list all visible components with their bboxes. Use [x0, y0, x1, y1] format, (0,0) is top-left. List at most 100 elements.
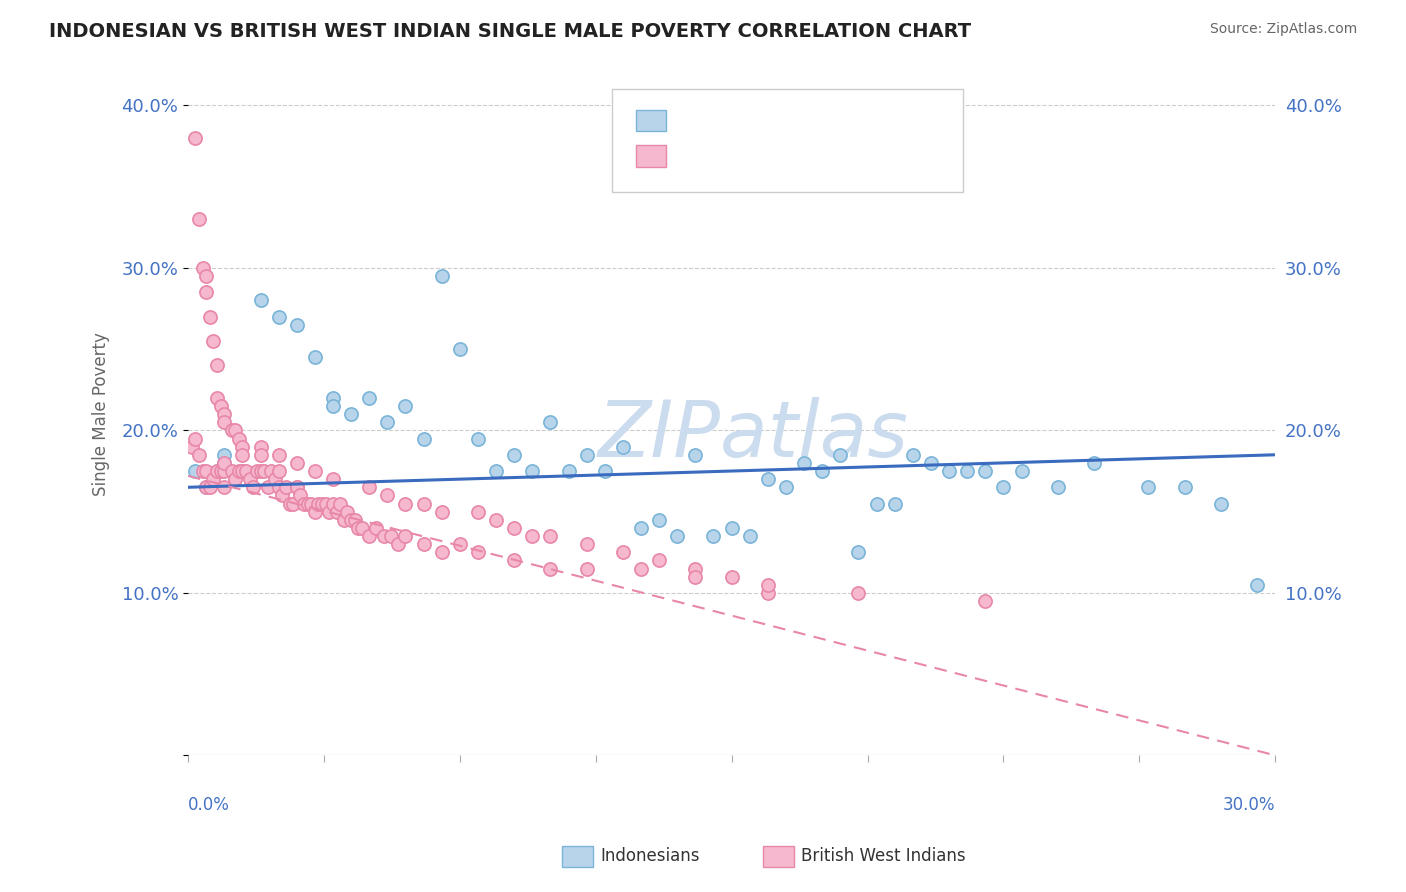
Point: [1174, 480, 1197, 494]
Point: [380, 529, 402, 543]
Point: [285, 480, 308, 494]
Point: [187, 448, 209, 462]
Point: [256, 480, 278, 494]
Point: [311, 496, 333, 510]
Point: [575, 448, 598, 462]
Text: -0.088: -0.088: [727, 145, 786, 163]
Point: [1011, 464, 1033, 478]
Point: [467, 432, 489, 446]
Point: [224, 424, 246, 438]
Point: [260, 464, 283, 478]
Point: [304, 505, 326, 519]
Point: [322, 472, 344, 486]
Point: [848, 545, 870, 559]
Point: [343, 513, 366, 527]
Point: [340, 513, 363, 527]
Point: [1083, 456, 1105, 470]
Point: [920, 456, 942, 470]
Point: [195, 285, 218, 300]
Point: [412, 432, 434, 446]
Text: 72: 72: [858, 145, 882, 163]
Point: [191, 464, 214, 478]
Point: [720, 521, 742, 535]
Point: [285, 480, 308, 494]
Point: [485, 464, 508, 478]
Point: [214, 464, 236, 478]
Point: [394, 529, 416, 543]
Point: [267, 448, 290, 462]
Point: [202, 472, 225, 486]
Point: [228, 432, 250, 446]
Point: [325, 505, 347, 519]
Point: [366, 521, 388, 535]
Point: [195, 480, 218, 494]
Point: [297, 496, 319, 510]
Point: [198, 480, 221, 494]
Point: [271, 488, 294, 502]
Point: [685, 448, 707, 462]
Point: [503, 448, 526, 462]
Point: [630, 521, 652, 535]
Point: [373, 529, 395, 543]
Point: [198, 310, 221, 324]
Point: [612, 440, 634, 454]
Point: [329, 496, 352, 510]
Point: [249, 440, 271, 454]
Point: [304, 351, 326, 365]
Point: [630, 561, 652, 575]
Point: [830, 448, 852, 462]
Point: [538, 561, 561, 575]
Point: [191, 260, 214, 275]
Point: [1046, 480, 1069, 494]
Point: [315, 496, 337, 510]
Point: [793, 456, 815, 470]
Point: [205, 464, 228, 478]
Point: [503, 553, 526, 567]
Point: [685, 569, 707, 583]
Point: [333, 513, 356, 527]
Point: [281, 496, 304, 510]
Text: INDONESIAN VS BRITISH WEST INDIAN SINGLE MALE POVERTY CORRELATION CHART: INDONESIAN VS BRITISH WEST INDIAN SINGLE…: [49, 22, 972, 41]
Point: [993, 480, 1015, 494]
Point: [375, 488, 398, 502]
Text: 0.041: 0.041: [727, 112, 779, 129]
Point: [811, 464, 834, 478]
Point: [195, 268, 218, 283]
Point: [290, 488, 312, 502]
Point: [205, 464, 228, 478]
Point: [318, 505, 340, 519]
Text: 56: 56: [858, 112, 880, 129]
Point: [538, 415, 561, 429]
Text: ZIPatlas: ZIPatlas: [598, 397, 908, 473]
Point: [901, 448, 924, 462]
Point: [347, 521, 370, 535]
Point: [299, 496, 322, 510]
Text: Indonesians: Indonesians: [600, 847, 700, 865]
Point: [231, 464, 253, 478]
Point: [239, 472, 262, 486]
Point: [267, 480, 290, 494]
Point: [195, 480, 218, 494]
Point: [430, 505, 453, 519]
Point: [883, 496, 905, 510]
Point: [278, 496, 301, 510]
Point: [648, 553, 671, 567]
Point: [221, 464, 243, 478]
Point: [202, 334, 225, 348]
Point: [412, 496, 434, 510]
Point: [702, 529, 724, 543]
Point: [938, 464, 960, 478]
Point: [538, 529, 561, 543]
Point: [336, 505, 359, 519]
Text: R =: R =: [678, 112, 714, 129]
Point: [575, 537, 598, 551]
Point: [214, 480, 236, 494]
Point: [720, 569, 742, 583]
Point: [249, 448, 271, 462]
Point: [285, 456, 308, 470]
Point: [180, 440, 202, 454]
Point: [394, 399, 416, 413]
Point: [449, 342, 471, 356]
Point: [467, 545, 489, 559]
Point: [756, 578, 779, 592]
